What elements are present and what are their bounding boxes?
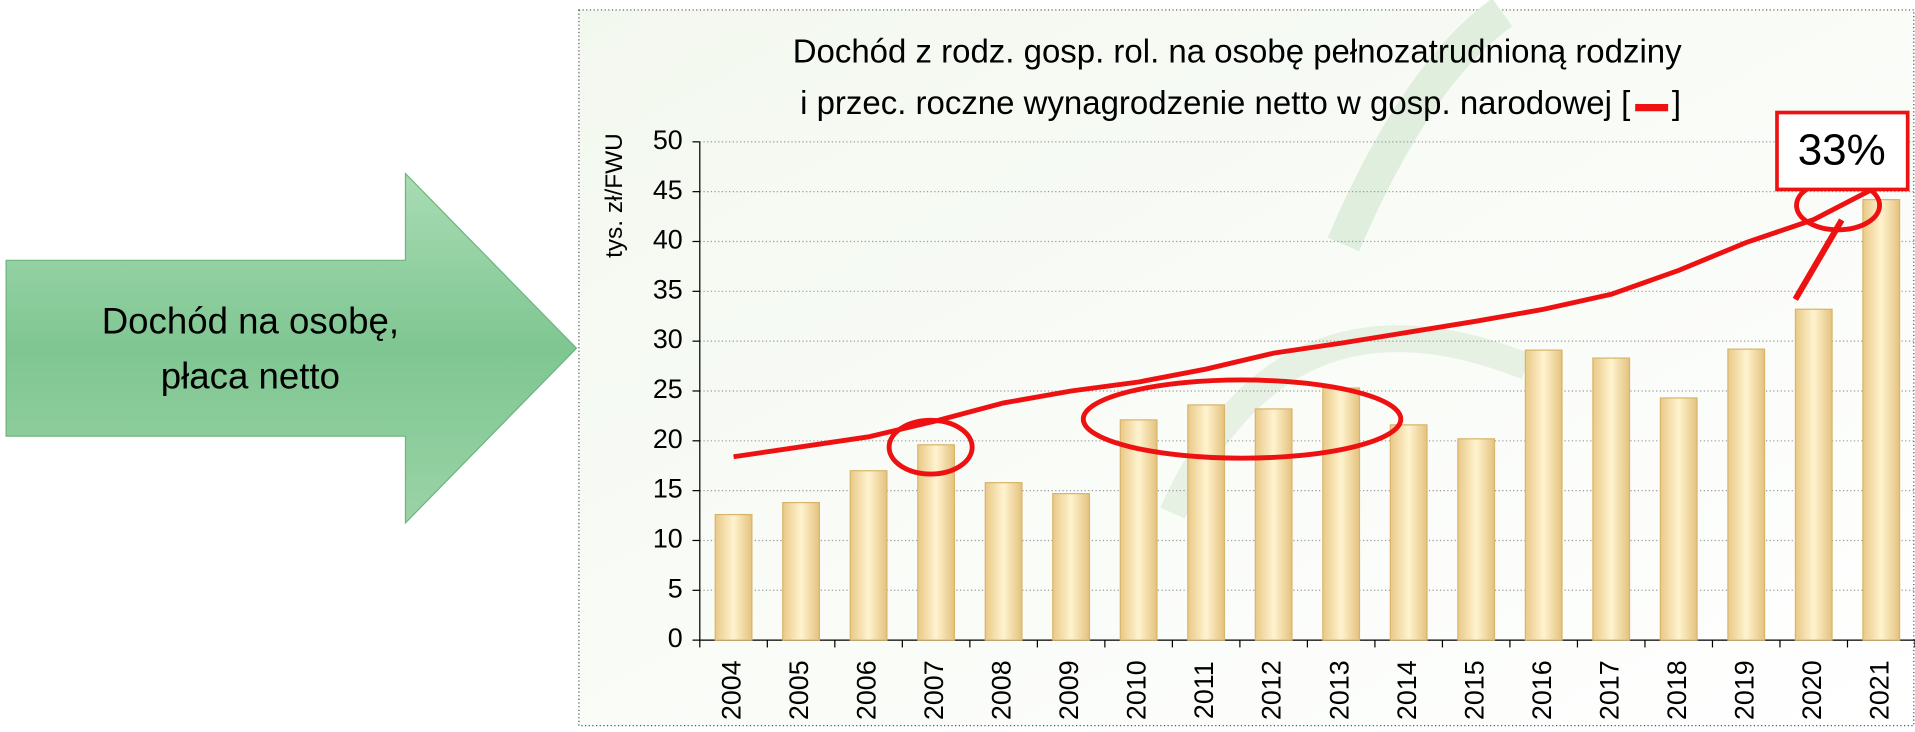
x-tick-label: 2018: [1662, 660, 1692, 720]
x-tick-label: 2014: [1392, 660, 1422, 720]
bar: [1659, 397, 1698, 641]
bar: [782, 501, 821, 641]
arrow-text: Dochód na osobę,: [102, 300, 399, 341]
highlight: [886, 417, 975, 477]
pointer: [1792, 218, 1845, 301]
arrow: [5, 172, 578, 525]
title-line: Dochód z rodz. gosp. rol. na osobę pełno…: [793, 33, 1682, 70]
x-tick-label: 2013: [1324, 660, 1354, 720]
x-tick-label: 2009: [1054, 660, 1084, 720]
bar: [1794, 308, 1833, 641]
annotation-box: [1775, 110, 1910, 192]
y-tick-label: 30: [653, 324, 683, 354]
y-tick-label: 35: [653, 274, 683, 304]
x-tick-label: 2017: [1594, 660, 1624, 720]
y-tick-label: 40: [653, 225, 683, 255]
bar: [1457, 438, 1496, 641]
title-line: ]: [1672, 84, 1681, 121]
bar: [1119, 419, 1158, 641]
x-tick-label: 2004: [717, 660, 747, 720]
y-axis-label: tys. zł/FWU: [601, 133, 628, 258]
x-tick-label: 2016: [1527, 660, 1557, 720]
line: [733, 182, 1883, 460]
y-tick-label: 25: [653, 374, 683, 404]
x-tick-label: 2008: [987, 660, 1017, 720]
x-tick-label: 2010: [1122, 660, 1152, 720]
bar: [714, 513, 753, 641]
x-tick-label: 2007: [919, 660, 949, 720]
x-tick-label: 2005: [784, 660, 814, 720]
bar: [1052, 493, 1091, 641]
bar: [1389, 424, 1428, 641]
plot: 0 5 10 15 20 25 30 35 40 45 50 2004 2005 2006 2007 2008…: [653, 125, 1915, 720]
x-tick-label: 2021: [1864, 660, 1894, 720]
bar: [1592, 357, 1631, 641]
y-tick-label: 15: [653, 474, 683, 504]
bar: [984, 482, 1023, 641]
title-line: i przec. roczne wynagrodzenie netto w go…: [800, 84, 1630, 121]
bar: [917, 444, 956, 641]
x-tick-label: 2011: [1189, 661, 1219, 719]
x-tick-label: 2012: [1257, 660, 1287, 720]
y-tick-label: 45: [653, 175, 683, 205]
arrow-text: płaca netto: [161, 355, 340, 396]
bar: [849, 470, 888, 641]
annotation: 33%: [1798, 125, 1886, 174]
y-tick-label: 20: [653, 424, 683, 454]
y-tick-label: 0: [668, 623, 683, 653]
bar: [1524, 349, 1563, 641]
bar: [1322, 387, 1361, 641]
bar: [1254, 408, 1293, 641]
y-tick-label: 10: [653, 524, 683, 554]
y-tick-label: 5: [668, 573, 683, 603]
y-tick-label: 50: [653, 125, 683, 155]
bar: [1862, 199, 1901, 641]
x-tick-label: 2006: [852, 660, 882, 720]
bar: [1727, 348, 1766, 641]
x-tick-label: 2019: [1729, 660, 1759, 720]
bar: [1187, 404, 1226, 641]
x-tick-label: 2015: [1459, 660, 1489, 720]
decor: [1327, 0, 1513, 252]
highlight: [1080, 377, 1404, 461]
x-tick-label: 2020: [1797, 660, 1827, 720]
chart-title: Dochód z rodz. gosp. rol. na osobę pełno…: [793, 33, 1682, 121]
